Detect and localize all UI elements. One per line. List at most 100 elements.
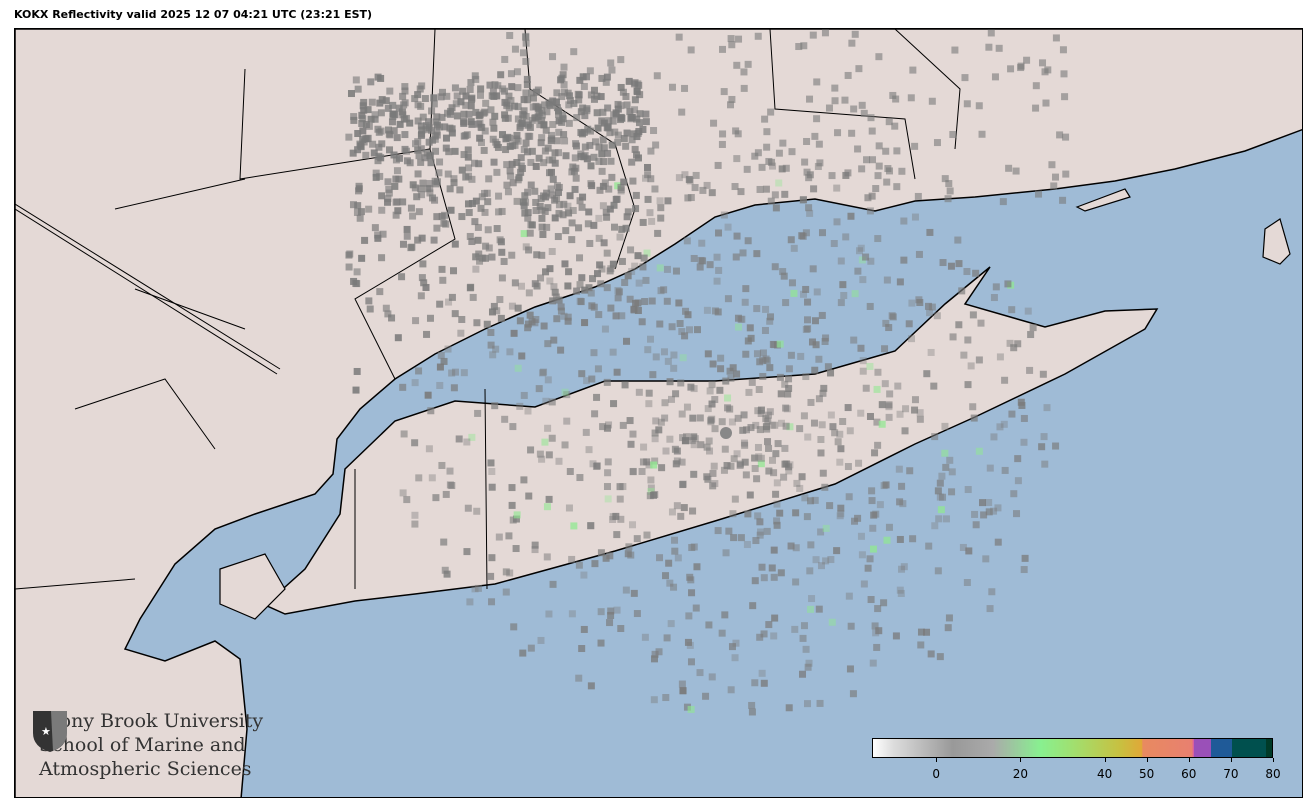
radar-echo [424,391,432,399]
radar-echo [471,159,479,167]
radar-echo [630,306,638,314]
radar-echo [518,118,526,126]
radar-echo [708,189,716,197]
radar-echo [562,227,570,235]
radar-echo [991,73,999,81]
radar-echo [619,88,627,96]
radar-echo [523,75,531,83]
radar-echo [734,314,742,322]
radar-echo [403,496,411,504]
radar-echo [773,500,781,508]
radar-echo [508,302,516,310]
radar-echo [717,354,725,362]
radar-echo [528,116,536,124]
radar-echo [727,101,735,109]
radar-echo [666,579,674,587]
radar-echo [450,175,458,183]
radar-echo [618,312,626,320]
radar-echo [474,236,482,244]
radar-echo [588,182,596,190]
radar-echo [1041,460,1049,468]
radar-echo [554,233,562,241]
radar-echo [792,509,800,517]
radar-echo [985,43,993,51]
radar-echo [599,136,607,144]
radar-echo [520,391,528,399]
radar-echo [423,185,431,193]
radar-echo [423,330,431,338]
radar-echo [453,92,461,100]
radar-echo [617,56,625,64]
radar-echo [870,511,878,519]
radar-echo [596,261,604,269]
radar-echo [353,367,361,375]
radar-echo [945,614,953,622]
radar-echo [407,204,415,212]
radar-echo [805,174,813,182]
radar-echo [418,274,426,282]
radar-echo [585,284,593,292]
radar-echo [651,491,659,499]
radar-echo [867,257,875,265]
radar-echo [896,410,904,418]
radar-echo [703,473,711,481]
radar-echo [543,503,551,511]
radar-echo [955,321,963,329]
radar-echo [554,149,562,157]
radar-echo [520,145,528,153]
radar-echo [368,98,376,106]
radar-echo [902,405,910,413]
radar-echo [621,381,629,389]
radar-echo [650,696,658,704]
radar-echo [445,148,453,156]
radar-echo [553,137,561,145]
radar-echo [781,460,789,468]
radar-echo [595,157,603,165]
radar-echo [598,74,606,82]
radar-echo [752,537,760,545]
radar-echo [657,204,665,212]
radar-echo [650,655,658,663]
radar-echo [931,433,939,441]
radar-echo [580,82,588,90]
radar-echo [942,463,950,471]
radar-echo [741,298,749,306]
radar-echo [629,521,637,529]
radar-echo [471,585,479,593]
radar-echo [666,378,674,386]
radar-echo [400,430,408,438]
radar-echo [727,374,735,382]
radar-echo [403,225,411,233]
radar-echo [378,96,386,104]
radar-echo [748,701,756,709]
radar-echo [522,33,530,41]
logo-line-1: Stony Brook University [39,710,264,732]
radar-echo [882,147,890,155]
radar-echo [906,467,914,475]
radar-echo [738,315,746,323]
radar-echo [597,639,605,647]
radar-echo [739,249,747,257]
radar-echo [559,115,567,123]
radar-echo [759,372,767,380]
radar-echo [811,496,819,504]
radar-echo [715,229,723,237]
radar-echo [451,310,459,318]
radar-echo [765,467,773,475]
radar-echo [629,177,637,185]
radar-echo [549,580,557,588]
radar-echo [815,605,823,613]
radar-echo [994,538,1002,546]
radar-echo [426,180,434,188]
radar-echo [1007,65,1015,73]
radar-echo [744,510,752,518]
radar-echo [761,115,769,123]
radar-echo [555,128,563,136]
radar-echo [491,402,499,410]
radar-echo [590,95,598,103]
radar-echo [627,440,635,448]
radar-echo [507,96,515,104]
radar-echo [416,85,424,93]
radar-echo [936,493,944,501]
radar-echo [636,110,644,118]
